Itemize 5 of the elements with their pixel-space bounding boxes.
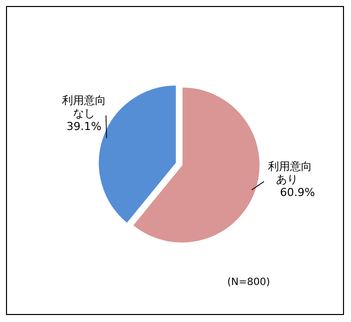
slice-label: 利用意向あり — [268, 160, 312, 186]
slice-label: 利用意向なし — [62, 94, 106, 120]
data-label: 39.1% — [66, 120, 102, 133]
text: (N=800) — [227, 277, 270, 288]
data-label: 60.9% — [280, 186, 315, 199]
